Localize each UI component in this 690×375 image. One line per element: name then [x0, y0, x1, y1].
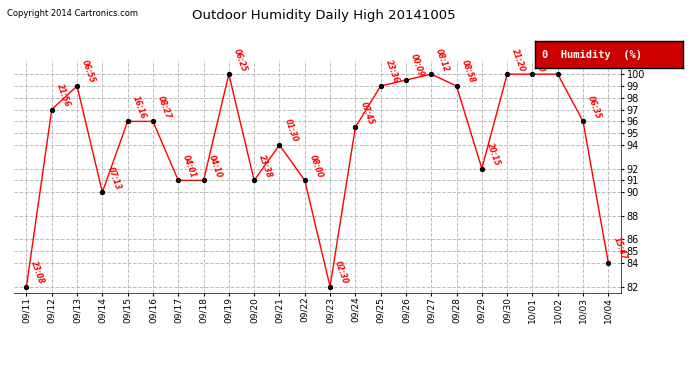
- Point: [350, 124, 361, 130]
- Text: 23:38: 23:38: [257, 153, 274, 179]
- Text: 04:10: 04:10: [206, 153, 224, 179]
- Point: [578, 118, 589, 124]
- Text: 0: 0: [535, 65, 546, 73]
- Text: 06:25: 06:25: [232, 47, 248, 73]
- Text: 23:36: 23:36: [384, 59, 400, 84]
- Point: [274, 142, 285, 148]
- Point: [97, 189, 108, 195]
- Point: [122, 118, 133, 124]
- Point: [72, 83, 83, 89]
- Point: [324, 284, 335, 290]
- Point: [552, 71, 563, 77]
- Text: 23:08: 23:08: [30, 260, 46, 285]
- Point: [248, 177, 259, 183]
- Point: [46, 106, 57, 112]
- Point: [375, 83, 386, 89]
- Point: [198, 177, 209, 183]
- Text: 01:30: 01:30: [282, 118, 299, 144]
- Text: 21:20: 21:20: [510, 47, 527, 73]
- Text: 08:12: 08:12: [434, 47, 451, 73]
- Point: [502, 71, 513, 77]
- Text: 07:45: 07:45: [358, 100, 375, 126]
- Text: 21:56: 21:56: [55, 82, 72, 108]
- Text: 08:27: 08:27: [156, 94, 172, 120]
- Text: 07:13: 07:13: [106, 165, 122, 191]
- Point: [299, 177, 310, 183]
- Text: 04:01: 04:01: [181, 153, 198, 179]
- Point: [426, 71, 437, 77]
- Point: [148, 118, 159, 124]
- Text: 0  Humidity  (%): 0 Humidity (%): [542, 50, 642, 60]
- Text: Copyright 2014 Cartronics.com: Copyright 2014 Cartronics.com: [7, 9, 138, 18]
- Point: [400, 77, 411, 83]
- Text: Outdoor Humidity Daily High 20141005: Outdoor Humidity Daily High 20141005: [193, 9, 456, 22]
- Text: 16:16: 16:16: [130, 94, 148, 120]
- Point: [224, 71, 235, 77]
- Text: 08:00: 08:00: [308, 153, 324, 179]
- Text: 08:58: 08:58: [460, 59, 476, 84]
- Point: [21, 284, 32, 290]
- Text: 06:35: 06:35: [586, 94, 603, 120]
- Point: [527, 71, 538, 77]
- Point: [476, 166, 487, 172]
- Text: 20:15: 20:15: [485, 141, 502, 167]
- Point: [172, 177, 184, 183]
- Text: 00:09: 00:09: [409, 53, 426, 79]
- Text: 15:47: 15:47: [611, 236, 628, 262]
- Text: 02:30: 02:30: [333, 260, 350, 285]
- Text: 06:55: 06:55: [80, 59, 97, 84]
- Point: [451, 83, 462, 89]
- Point: [603, 260, 614, 266]
